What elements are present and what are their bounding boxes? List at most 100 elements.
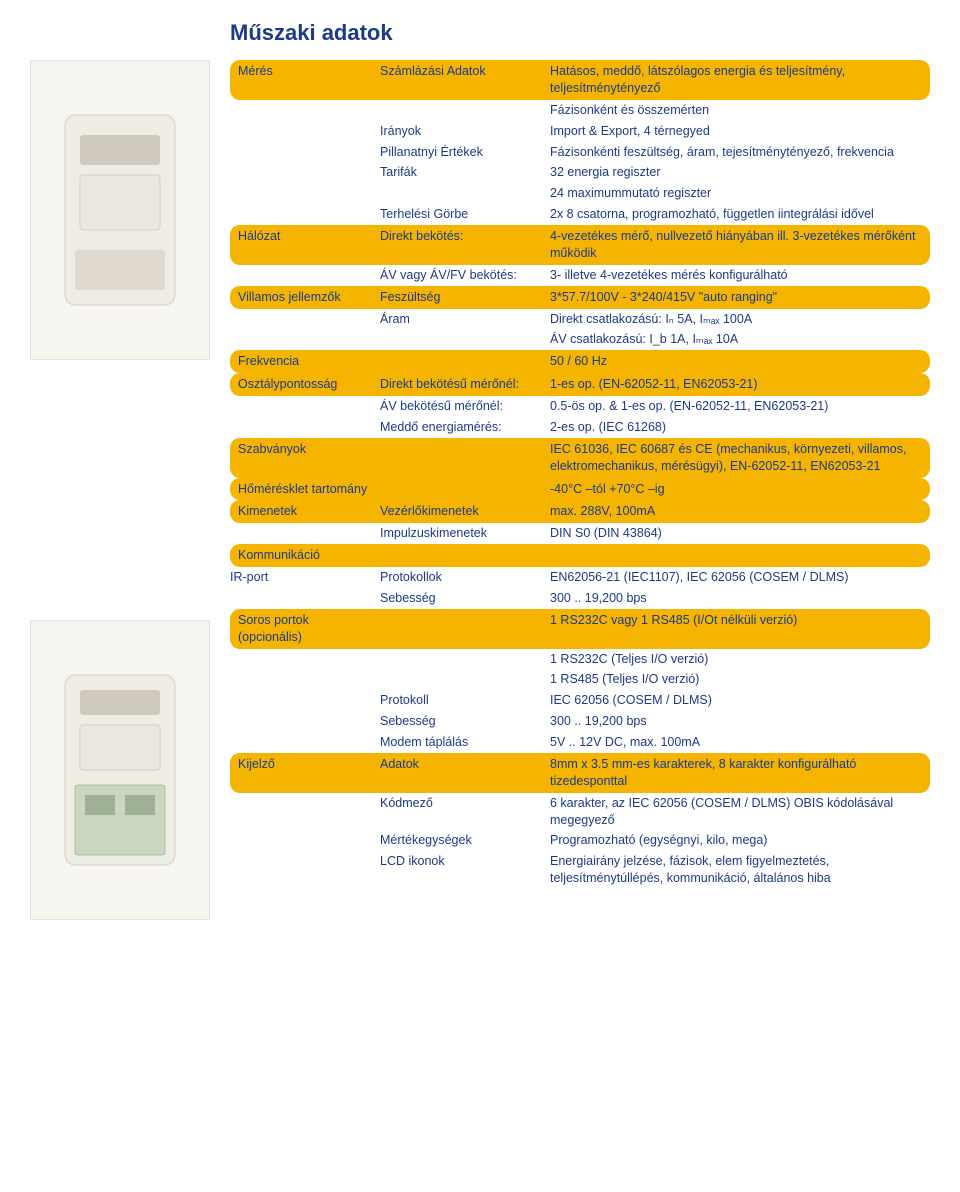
spec-subkey [380, 609, 550, 649]
spec-value: 24 maximummutató regiszter [550, 183, 930, 204]
sidebar-images [30, 60, 210, 920]
table-row: Kommunikáció [230, 544, 930, 567]
spec-value: Fázisonként és összemérten [550, 100, 930, 121]
spec-category: Osztálypontosság [230, 373, 380, 396]
spec-value: Import & Export, 4 térnegyed [550, 121, 930, 142]
spec-value: -40°C –tól +70°C –ig [550, 478, 930, 501]
spec-value: 300 .. 19,200 bps [550, 711, 930, 732]
device-image-top [30, 60, 210, 360]
spec-category: IR-port [230, 567, 380, 588]
spec-value: 300 .. 19,200 bps [550, 588, 930, 609]
spec-subkey: Protokollok [380, 567, 550, 588]
spec-category [230, 204, 380, 225]
table-row: ÁV vagy ÁV/FV bekötés:3- illetve 4-vezet… [230, 265, 930, 286]
spec-subkey: LCD ikonok [380, 851, 550, 889]
spec-subkey [380, 329, 550, 350]
spec-value [550, 544, 930, 567]
spec-value: 1 RS232C vagy 1 RS485 (I/Ot nélküli verz… [550, 609, 930, 649]
table-row: OsztálypontosságDirekt bekötésű mérőnél:… [230, 373, 930, 396]
spec-category: Szabványok [230, 438, 380, 478]
table-row: ProtokollIEC 62056 (COSEM / DLMS) [230, 690, 930, 711]
table-row: Sebesség300 .. 19,200 bps [230, 588, 930, 609]
spec-value: Energiairány jelzése, fázisok, elem figy… [550, 851, 930, 889]
spec-value: 6 karakter, az IEC 62056 (COSEM / DLMS) … [550, 793, 930, 831]
page-title: Műszaki adatok [230, 20, 930, 46]
spec-subkey: Pillanatnyi Értékek [380, 142, 550, 163]
spec-category: Hőmérésklet tartomány [230, 478, 380, 501]
table-row: Szabványok IEC 61036, IEC 60687 és CE (me… [230, 438, 930, 478]
table-row: 24 maximummutató regiszter [230, 183, 930, 204]
spec-value: 8mm x 3.5 mm-es karakterek, 8 karakter k… [550, 753, 930, 793]
spec-subkey [380, 438, 550, 478]
spec-value: DIN S0 (DIN 43864) [550, 523, 930, 544]
spec-subkey [380, 350, 550, 373]
spec-subkey: Tarifák [380, 162, 550, 183]
spec-category [230, 523, 380, 544]
table-row: Sebesség300 .. 19,200 bps [230, 711, 930, 732]
spec-subkey: Adatok [380, 753, 550, 793]
spec-category [230, 732, 380, 753]
spec-subkey: Mértékegységek [380, 830, 550, 851]
spec-value: 5V .. 12V DC, max. 100mA [550, 732, 930, 753]
table-row: MértékegységekProgramozható (egységnyi, … [230, 830, 930, 851]
spec-category [230, 100, 380, 121]
spec-subkey [380, 649, 550, 670]
spec-category [230, 417, 380, 438]
spec-value: max. 288V, 100mA [550, 500, 930, 523]
spec-subkey: Impulzuskimenetek [380, 523, 550, 544]
spec-category [230, 649, 380, 670]
spec-subkey: Direkt bekötésű mérőnél: [380, 373, 550, 396]
spec-category [230, 851, 380, 889]
spec-value: IEC 62056 (COSEM / DLMS) [550, 690, 930, 711]
spec-subkey: Vezérlőkimenetek [380, 500, 550, 523]
spec-category: Kommunikáció [230, 544, 380, 567]
meter-icon [60, 110, 180, 310]
spec-value: 1 RS485 (Teljes I/O verzió) [550, 669, 930, 690]
spec-category: Kijelző [230, 753, 380, 793]
table-row: Hőmérésklet tartomány -40°C –tól +70°C –i… [230, 478, 930, 501]
content-area: Műszaki adatok MérésSzámlázási AdatokHat… [230, 20, 930, 889]
spec-category [230, 669, 380, 690]
spec-value: 1-es op. (EN-62052-11, EN62053-21) [550, 373, 930, 396]
table-row: Kódmező6 karakter, az IEC 62056 (COSEM /… [230, 793, 930, 831]
table-row: Pillanatnyi ÉrtékekFázisonkénti feszülts… [230, 142, 930, 163]
spec-value: 1 RS232C (Teljes I/O verzió) [550, 649, 930, 670]
table-row: 1 RS232C (Teljes I/O verzió) [230, 649, 930, 670]
spec-subkey: Meddő energiamérés: [380, 417, 550, 438]
spec-category [230, 265, 380, 286]
table-row: ÁV bekötésű mérőnél:0.5-ös op. & 1-es op… [230, 396, 930, 417]
spec-category [230, 142, 380, 163]
spec-value: ÁV csatlakozású: I_b 1A, Iₘₐₓ 10A [550, 329, 930, 350]
table-row: MérésSzámlázási AdatokHatásos, meddő, lá… [230, 60, 930, 100]
spec-subkey [380, 669, 550, 690]
spec-subkey: ÁV vagy ÁV/FV bekötés: [380, 265, 550, 286]
spec-subkey [380, 100, 550, 121]
table-row: Fázisonként és összemérten [230, 100, 930, 121]
spec-value: 3- illetve 4-vezetékes mérés konfigurálh… [550, 265, 930, 286]
table-row: KijelzőAdatok8mm x 3.5 mm-es karakterek,… [230, 753, 930, 793]
spec-category [230, 162, 380, 183]
spec-subkey: ÁV bekötésű mérőnél: [380, 396, 550, 417]
device-image-bottom [30, 620, 210, 920]
spec-category [230, 588, 380, 609]
spec-value: EN62056-21 (IEC1107), IEC 62056 (COSEM /… [550, 567, 930, 588]
spec-value: Hatásos, meddő, látszólagos energia és t… [550, 60, 930, 100]
table-row: LCD ikonokEnergiairány jelzése, fázisok,… [230, 851, 930, 889]
spec-value: 50 / 60 Hz [550, 350, 930, 373]
spec-value: 32 energia regiszter [550, 162, 930, 183]
spec-value: 2x 8 csatorna, programozható, független … [550, 204, 930, 225]
table-row: Frekvencia50 / 60 Hz [230, 350, 930, 373]
spec-category [230, 309, 380, 330]
table-row: ImpulzuskimenetekDIN S0 (DIN 43864) [230, 523, 930, 544]
spec-subkey: Kódmező [380, 793, 550, 831]
spec-value: IEC 61036, IEC 60687 és CE (mechanikus, … [550, 438, 930, 478]
spec-category [230, 830, 380, 851]
spec-subkey [380, 478, 550, 501]
table-row: Tarifák32 energia regiszter [230, 162, 930, 183]
table-row: 1 RS485 (Teljes I/O verzió) [230, 669, 930, 690]
spec-subkey: Sebesség [380, 711, 550, 732]
spec-category: Mérés [230, 60, 380, 100]
spec-category [230, 121, 380, 142]
table-row: Soros portok (opcionális)1 RS232C vagy 1… [230, 609, 930, 649]
spec-value: Direkt csatlakozású: Iₙ 5A, Iₘₐₓ 100A [550, 309, 930, 330]
